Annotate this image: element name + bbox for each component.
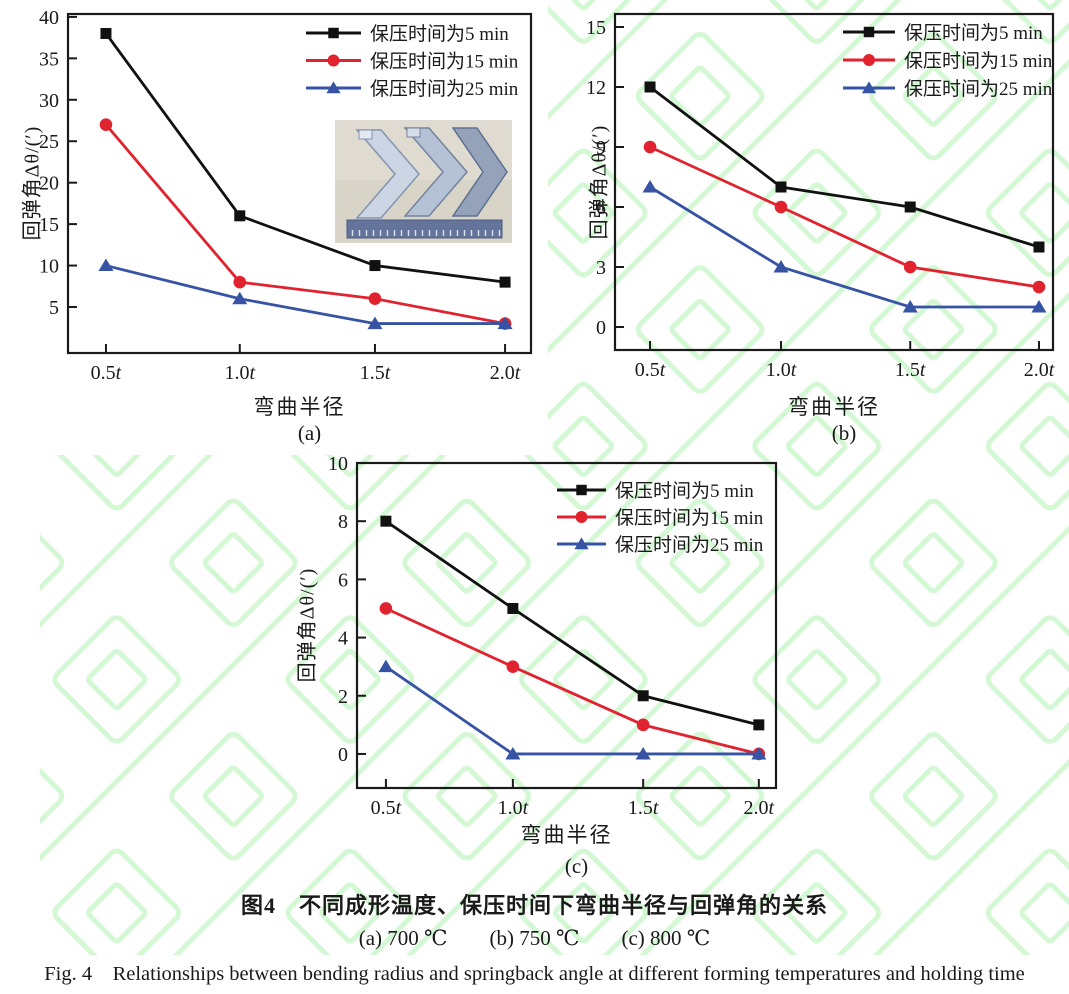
tick-label: 0 [596,317,606,339]
series-line-3 [98,258,513,330]
chart-b-x-axis-label: 弯曲半径 [788,395,880,419]
y-axis-ticks: 0 3 6 9 12 15 [586,17,624,339]
tick-label: 1.0t [498,797,529,819]
series-line-3 [378,659,767,760]
chart-panel-b: 0 3 6 9 12 15 0.5t 1.0t 1.5t 2.0t 保压时间为5 min 保压时间为1… [540,0,1069,450]
chart-b-y-axis-label: 回弹角Δθ/(′) [588,124,611,240]
tick-label: 15 [39,214,59,236]
legend-label: 保压时间为5 min [370,23,509,45]
legend-item-2: 保压时间为15 min [557,507,764,529]
legend: 保压时间为5 min 保压时间为15 min 保压时间为25 min [306,23,519,100]
tick-label: 40 [39,7,59,29]
legend-label: 保压时间为15 min [904,50,1053,72]
series-line-1 [380,515,765,731]
specimen-photo-inset [335,120,512,243]
figure-caption-zh: 图4 不同成形温度、保压时间下弯曲半径与回弹角的关系 [240,893,828,918]
chart-c-plot: 0 2 4 6 8 10 0.5t 1.0t 1.5t 2.0t 保压时间为5 min 保压时间为15… [328,453,778,819]
legend-label: 保压时间为15 min [370,51,519,73]
tick-label: 5 [49,297,59,319]
ruler [346,219,503,239]
series-line-1 [100,27,511,288]
y-axis-ticks: 5 10 15 20 25 30 35 40 [39,7,77,319]
chart-a-y-axis-label: 回弹角Δθ/(′) [21,125,44,241]
series-line-2 [379,602,766,761]
tick-label: 1.5t [895,359,926,381]
legend-item-1: 保压时间为5 min [843,22,1043,44]
legend-label: 保压时间为25 min [615,534,764,556]
series-line-2 [99,118,512,330]
tick-label: 10 [39,256,59,278]
plot-border [613,12,1055,352]
x-axis-ticks: 0.5t 1.0t 1.5t 2.0t [635,341,1055,381]
legend-label: 保压时间为5 min [615,480,754,502]
tick-label: 4 [338,628,348,650]
legend-item-1: 保压时间为5 min [306,23,509,45]
tick-label: 35 [39,48,59,70]
tick-label: 3 [596,257,606,279]
tick-label: 1.0t [224,362,255,384]
chart-b-plot: 0 3 6 9 12 15 0.5t 1.0t 1.5t 2.0t 保压时间为5 min 保压时间为1… [586,12,1055,381]
tick-label: 2.0t [744,797,775,819]
series-line-1 [644,81,1045,253]
series-line-2 [643,140,1046,294]
chart-a-x-axis-label: 弯曲半径 [253,395,346,419]
tick-label: 15 [586,17,606,39]
legend-item-1: 保压时间为5 min [557,480,754,502]
chart-c-x-axis-label: 弯曲半径 [520,823,613,847]
legend: 保压时间为5 min 保压时间为15 min 保压时间为25 min [843,22,1053,100]
chart-panel-c: 0 2 4 6 8 10 0.5t 1.0t 1.5t 2.0t 保压时间为5 min 保压时间为15… [255,452,815,878]
series-line-3 [642,180,1047,313]
tick-label: 1.5t [628,797,659,819]
legend-label: 保压时间为15 min [615,507,764,529]
tick-label: 20 [39,173,59,195]
tick-label: 9 [596,137,606,159]
chart-b-panel-letter: (b) [831,421,857,445]
legend-item-2: 保压时间为15 min [306,51,519,73]
chart-c-panel-letter: (c) [564,854,589,878]
tick-label: 25 [39,131,59,153]
tick-label: 1.0t [766,359,797,381]
figure-caption-en: Fig. 4 Relationships between bending rad… [44,963,1025,985]
chart-a-plot: 5 10 15 20 25 30 35 40 0.5t 1.0t 1.5t 2.0t 保压时间为5 mi… [39,7,533,384]
tick-label: 8 [338,511,348,533]
bent-specimen-2 [403,127,468,217]
tick-label: 2.0t [1024,359,1055,381]
y-axis-ticks: 0 2 4 6 8 10 [328,453,366,766]
tick-label: 0.5t [371,797,402,819]
figure-caption-subpanel-temps: (a) 700 ℃ (b) 750 ℃ (c) 800 ℃ [358,926,711,950]
chart-a-panel-letter: (a) [297,421,322,445]
legend-item-3: 保压时间为25 min [843,78,1053,100]
plot-border [355,461,778,790]
tick-label: 2 [338,686,348,708]
tick-label: 12 [586,77,606,99]
x-axis-ticks: 0.5t 1.0t 1.5t 2.0t [371,779,775,819]
bent-specimen-3 [451,127,508,217]
tick-label: 1.5t [360,362,391,384]
tick-label: 6 [596,197,606,219]
legend-item-2: 保压时间为15 min [843,50,1053,72]
legend: 保压时间为5 min 保压时间为15 min 保压时间为25 min [557,480,764,556]
x-axis-ticks: 0.5t 1.0t 1.5t 2.0t [91,344,521,384]
chart-c-y-axis-label: 回弹角Δθ/(′) [296,567,319,683]
tick-label: 0 [338,744,348,766]
legend-label: 保压时间为25 min [904,78,1053,100]
tick-label: 0.5t [91,362,122,384]
legend-label: 保压时间为5 min [904,22,1043,44]
plot-border [66,12,533,355]
legend-label: 保压时间为25 min [370,78,519,100]
legend-item-3: 保压时间为25 min [557,534,764,556]
chart-panel-a: 5 10 15 20 25 30 35 40 0.5t 1.0t 1.5t 2.0t 保压时间为5 mi… [0,0,540,450]
tick-label: 10 [328,453,348,475]
bent-specimen-1 [355,129,420,219]
tick-label: 0.5t [635,359,666,381]
legend-item-3: 保压时间为25 min [306,78,519,100]
tick-label: 30 [39,90,59,112]
tick-label: 2.0t [490,362,521,384]
tick-label: 6 [338,569,348,591]
